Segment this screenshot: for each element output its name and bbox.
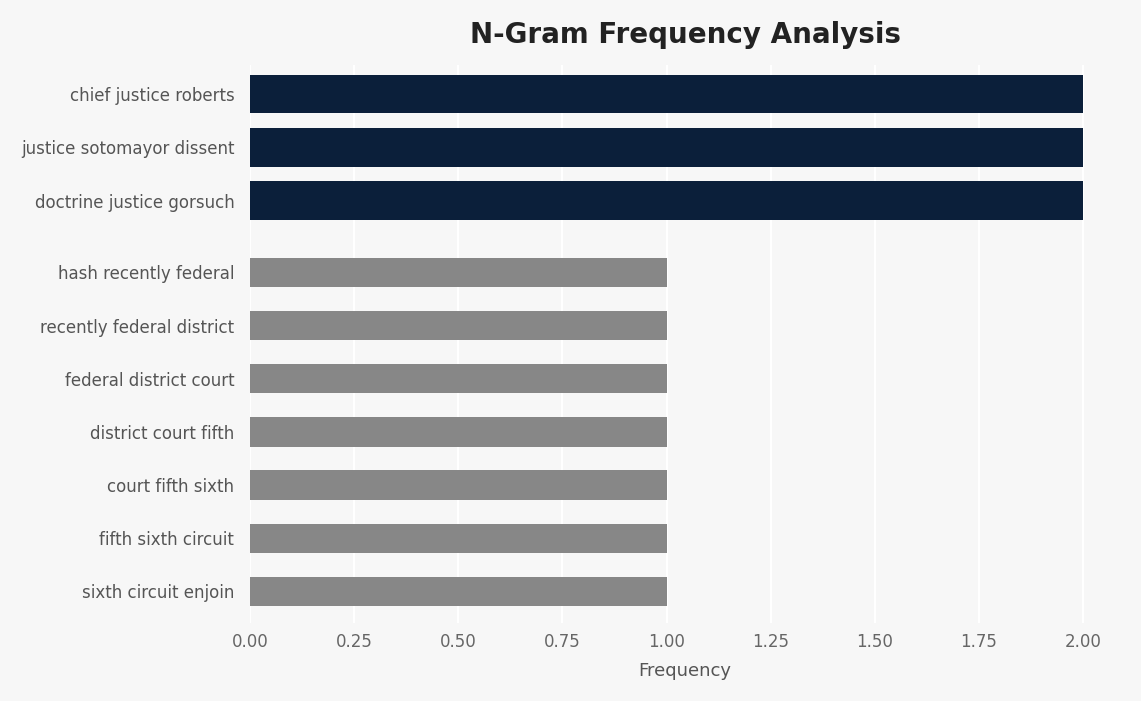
Bar: [250, 470, 666, 500]
Bar: [250, 128, 1083, 167]
Bar: [250, 258, 666, 287]
Bar: [250, 311, 666, 340]
Title: N-Gram Frequency Analysis: N-Gram Frequency Analysis: [470, 21, 900, 49]
Bar: [250, 75, 1083, 114]
Bar: [250, 577, 666, 606]
Bar: [250, 524, 666, 553]
Bar: [250, 417, 666, 447]
X-axis label: Frequency: Frequency: [639, 662, 731, 680]
Bar: [250, 182, 1083, 220]
Bar: [250, 364, 666, 393]
